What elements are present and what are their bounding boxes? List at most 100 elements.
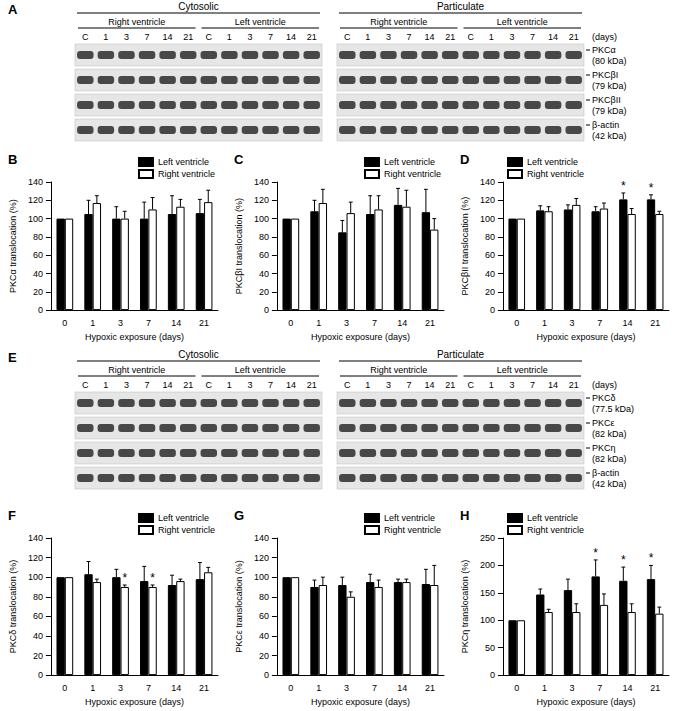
svg-text:140: 140 — [480, 177, 495, 187]
svg-text:20: 20 — [259, 651, 269, 661]
svg-text:14: 14 — [548, 380, 558, 390]
svg-text:C: C — [344, 380, 351, 390]
svg-text:21: 21 — [650, 318, 660, 328]
svg-text:100: 100 — [28, 214, 43, 224]
svg-text:Hypoxic exposure (days): Hypoxic exposure (days) — [311, 697, 410, 707]
svg-text:Cytosolic: Cytosolic — [178, 1, 219, 12]
svg-text:21: 21 — [445, 380, 455, 390]
svg-text:40: 40 — [259, 631, 269, 641]
svg-text:0: 0 — [264, 305, 269, 315]
svg-text:3: 3 — [386, 380, 391, 390]
svg-text:80: 80 — [485, 232, 495, 242]
svg-text:(79 kDa): (79 kDa) — [592, 81, 627, 91]
svg-text:1: 1 — [542, 318, 547, 328]
svg-text:*: * — [621, 553, 626, 567]
svg-text:40: 40 — [259, 269, 269, 279]
svg-text:1: 1 — [316, 318, 321, 328]
svg-text:7: 7 — [268, 380, 273, 390]
svg-text:β-actin: β-actin — [592, 120, 619, 130]
svg-text:14: 14 — [171, 318, 181, 328]
svg-text:*: * — [649, 181, 654, 195]
svg-text:40: 40 — [33, 269, 43, 279]
svg-text:150: 150 — [480, 588, 495, 598]
svg-text:0: 0 — [514, 318, 519, 328]
svg-text:0: 0 — [490, 670, 495, 680]
svg-text:40: 40 — [33, 631, 43, 641]
svg-text:14: 14 — [171, 683, 181, 693]
svg-text:1: 1 — [316, 683, 321, 693]
svg-text:Right ventricle: Right ventricle — [108, 17, 165, 27]
svg-text:*: * — [621, 179, 626, 193]
svg-text:100: 100 — [28, 572, 43, 582]
svg-text:100: 100 — [254, 572, 269, 582]
svg-text:21: 21 — [425, 318, 435, 328]
svg-text:Hypoxic exposure (days): Hypoxic exposure (days) — [311, 332, 410, 342]
svg-text:Cytosolic: Cytosolic — [178, 349, 219, 360]
svg-text:1: 1 — [103, 380, 108, 390]
svg-text:Left ventricle: Left ventricle — [235, 365, 286, 375]
svg-text:3: 3 — [118, 318, 123, 328]
svg-text:14: 14 — [622, 318, 632, 328]
svg-text:21: 21 — [307, 380, 317, 390]
svg-text:1: 1 — [542, 683, 547, 693]
svg-text:*: * — [593, 546, 598, 560]
svg-text:PKCδ: PKCδ — [592, 393, 616, 403]
svg-text:3: 3 — [570, 318, 575, 328]
svg-text:PKCα: PKCα — [592, 45, 616, 55]
svg-text:0: 0 — [288, 683, 293, 693]
svg-text:14: 14 — [163, 380, 173, 390]
svg-text:Left ventricle: Left ventricle — [158, 513, 209, 523]
svg-text:140: 140 — [254, 533, 269, 543]
svg-text:21: 21 — [183, 32, 193, 42]
svg-text:100: 100 — [480, 214, 495, 224]
svg-text:20: 20 — [259, 287, 269, 297]
svg-text:3: 3 — [509, 380, 514, 390]
svg-text:60: 60 — [33, 250, 43, 260]
svg-text:200: 200 — [480, 560, 495, 570]
svg-text:Hypoxic exposure (days): Hypoxic exposure (days) — [536, 697, 635, 707]
svg-text:14: 14 — [397, 683, 407, 693]
svg-text:140: 140 — [28, 177, 43, 187]
svg-text:(days): (days) — [592, 380, 617, 390]
svg-text:(42 kDa): (42 kDa) — [592, 479, 627, 489]
svg-text:Right ventricle: Right ventricle — [527, 525, 584, 535]
svg-text:3: 3 — [386, 32, 391, 42]
svg-text:80: 80 — [33, 592, 43, 602]
svg-text:PKCβI translocation (%): PKCβI translocation (%) — [234, 198, 244, 294]
svg-text:Left ventricle: Left ventricle — [384, 157, 435, 167]
svg-text:14: 14 — [548, 32, 558, 42]
svg-text:0: 0 — [490, 305, 495, 315]
svg-text:Hypoxic exposure (days): Hypoxic exposure (days) — [536, 332, 635, 342]
svg-text:C: C — [468, 32, 475, 42]
svg-text:14: 14 — [286, 32, 296, 42]
svg-text:7: 7 — [145, 380, 150, 390]
svg-text:80: 80 — [259, 592, 269, 602]
svg-text:50: 50 — [485, 643, 495, 653]
svg-text:3: 3 — [344, 318, 349, 328]
svg-text:3: 3 — [247, 380, 252, 390]
svg-text:C: C — [82, 32, 89, 42]
svg-text:1: 1 — [489, 380, 494, 390]
svg-text:*: * — [150, 571, 155, 585]
svg-text:C: C — [206, 380, 213, 390]
svg-text:1: 1 — [365, 32, 370, 42]
svg-text:140: 140 — [254, 177, 269, 187]
svg-text:C: C — [344, 32, 351, 42]
svg-text:PKCη: PKCη — [592, 443, 616, 453]
svg-text:Left ventricle: Left ventricle — [497, 17, 548, 27]
svg-text:14: 14 — [286, 380, 296, 390]
svg-text:250: 250 — [480, 533, 495, 543]
svg-text:Particulate: Particulate — [437, 349, 485, 360]
svg-text:3: 3 — [124, 32, 129, 42]
svg-text:(82 kDa): (82 kDa) — [592, 454, 627, 464]
svg-text:PKCδ translocation (%): PKCδ translocation (%) — [8, 560, 18, 654]
svg-text:(79 kDa): (79 kDa) — [592, 106, 627, 116]
svg-text:PKCε: PKCε — [592, 418, 615, 428]
svg-text:120: 120 — [28, 553, 43, 563]
svg-text:1: 1 — [365, 380, 370, 390]
svg-text:3: 3 — [570, 683, 575, 693]
svg-text:Hypoxic exposure (days): Hypoxic exposure (days) — [85, 332, 184, 342]
svg-text:Left ventricle: Left ventricle — [527, 157, 578, 167]
svg-text:20: 20 — [33, 651, 43, 661]
svg-text:1: 1 — [227, 380, 232, 390]
